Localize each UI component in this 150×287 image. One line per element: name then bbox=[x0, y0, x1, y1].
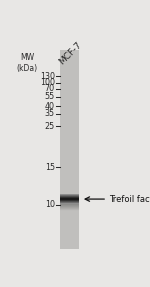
Bar bbox=[60, 197, 79, 198]
Bar bbox=[60, 209, 79, 210]
Bar bbox=[60, 207, 79, 208]
Bar bbox=[60, 195, 79, 196]
Text: 40: 40 bbox=[45, 102, 55, 110]
Bar bbox=[60, 204, 79, 205]
Text: Trefoil factor 1: Trefoil factor 1 bbox=[110, 195, 150, 203]
Bar bbox=[60, 197, 79, 198]
Text: 25: 25 bbox=[45, 122, 55, 131]
Bar bbox=[60, 50, 79, 249]
Bar bbox=[60, 203, 79, 204]
Text: 100: 100 bbox=[40, 78, 55, 87]
Text: MCF-7: MCF-7 bbox=[57, 40, 83, 66]
Bar bbox=[60, 193, 79, 194]
Bar bbox=[60, 198, 79, 199]
Text: 130: 130 bbox=[40, 72, 55, 81]
Text: MW
(kDa): MW (kDa) bbox=[16, 53, 38, 73]
Text: 10: 10 bbox=[45, 200, 55, 209]
Bar bbox=[60, 205, 79, 206]
Bar bbox=[60, 204, 79, 205]
Bar bbox=[60, 194, 79, 195]
Bar bbox=[60, 205, 79, 206]
Bar bbox=[60, 195, 79, 196]
Bar bbox=[60, 208, 79, 209]
Bar bbox=[60, 201, 79, 202]
Bar bbox=[60, 202, 79, 203]
Bar bbox=[60, 203, 79, 204]
Bar bbox=[60, 198, 79, 199]
Bar bbox=[60, 197, 79, 198]
Bar bbox=[60, 196, 79, 197]
Bar bbox=[60, 200, 79, 201]
Text: 35: 35 bbox=[45, 109, 55, 118]
Text: 15: 15 bbox=[45, 162, 55, 172]
Bar bbox=[60, 194, 79, 195]
Bar bbox=[60, 200, 79, 201]
Bar bbox=[60, 199, 79, 200]
Bar bbox=[60, 206, 79, 207]
Bar bbox=[60, 201, 79, 202]
Bar bbox=[60, 200, 79, 201]
Bar bbox=[60, 202, 79, 203]
Bar bbox=[60, 195, 79, 196]
Bar bbox=[60, 207, 79, 208]
Text: 55: 55 bbox=[45, 92, 55, 101]
Bar bbox=[60, 196, 79, 197]
Bar bbox=[60, 198, 79, 199]
Bar bbox=[60, 209, 79, 210]
Bar bbox=[60, 202, 79, 203]
Bar bbox=[60, 206, 79, 207]
Bar bbox=[60, 210, 79, 211]
Bar bbox=[60, 199, 79, 200]
Bar bbox=[60, 208, 79, 209]
Text: 70: 70 bbox=[45, 84, 55, 93]
